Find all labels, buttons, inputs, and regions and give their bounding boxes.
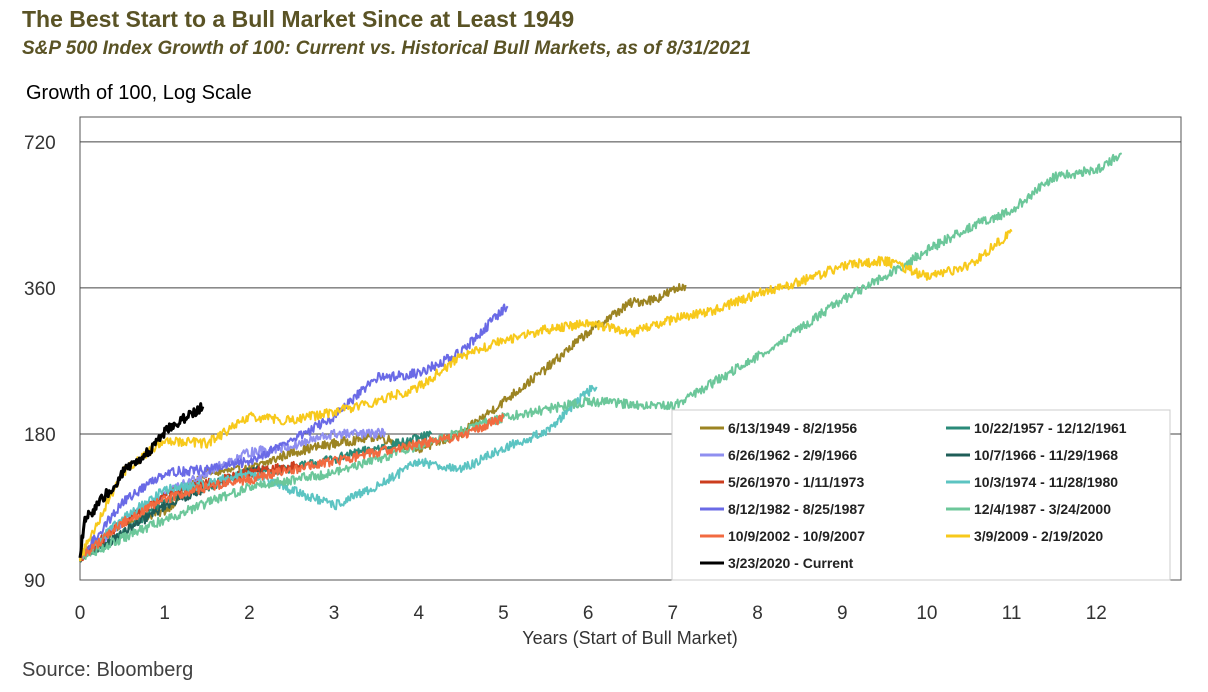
x-tick-label: 1 <box>159 603 170 624</box>
series-line-9 <box>79 413 505 562</box>
legend-label: 6/13/1949 - 8/2/1956 <box>728 420 857 436</box>
y-tick-label: 360 <box>24 279 56 300</box>
legend-label: 5/26/1970 - 1/11/1973 <box>728 474 864 490</box>
plot-frame <box>79 116 1182 581</box>
x-tick-label: 7 <box>668 603 679 624</box>
series-line-7 <box>79 303 509 557</box>
x-tick-label: 12 <box>1086 603 1107 624</box>
legend-box <box>671 409 1171 581</box>
legend-label: 3/9/2009 - 2/19/2020 <box>974 528 1103 544</box>
series-line-11 <box>78 402 205 559</box>
legend-label: 3/23/2020 - Current <box>728 555 854 571</box>
x-tick-label: 9 <box>837 603 848 624</box>
legend-label: 8/12/1982 - 8/25/1987 <box>728 501 865 517</box>
legend-label: 10/3/1974 - 11/28/1980 <box>974 474 1118 490</box>
series-line-6 <box>79 384 598 560</box>
x-tick-label: 8 <box>752 603 763 624</box>
legend-label: 10/22/1957 - 12/12/1961 <box>974 420 1127 436</box>
x-axis-title: Years (Start of Bull Market) <box>522 628 737 648</box>
legend-label: 10/7/1966 - 11/29/1968 <box>974 447 1118 463</box>
chart-title: The Best Start to a Bull Market Since at… <box>22 6 575 32</box>
x-tick-label: 11 <box>1002 603 1022 624</box>
x-tick-label: 0 <box>75 603 86 624</box>
legend-label: 12/4/1987 - 3/24/2000 <box>974 501 1111 517</box>
series-line-10 <box>79 228 1013 562</box>
x-tick-label: 2 <box>244 603 255 624</box>
y-axis-label: Growth of 100, Log Scale <box>26 82 252 104</box>
x-tick-label: 3 <box>329 603 340 624</box>
x-tick-label: 10 <box>916 603 937 624</box>
source-note: Source: Bloomberg <box>22 659 194 681</box>
x-tick-label: 6 <box>583 603 594 624</box>
legend-label: 6/26/1962 - 2/9/1966 <box>728 447 857 463</box>
x-tick-label: 5 <box>498 603 509 624</box>
legend-label: 10/9/2002 - 10/9/2007 <box>728 528 865 544</box>
series-line-8 <box>79 152 1123 560</box>
y-tick-label: 90 <box>24 571 45 592</box>
y-tick-label: 180 <box>24 425 56 446</box>
x-tick-label: 4 <box>413 603 424 624</box>
chart-subtitle: S&P 500 Index Growth of 100: Current vs.… <box>22 38 751 59</box>
y-tick-label: 720 <box>24 133 56 154</box>
